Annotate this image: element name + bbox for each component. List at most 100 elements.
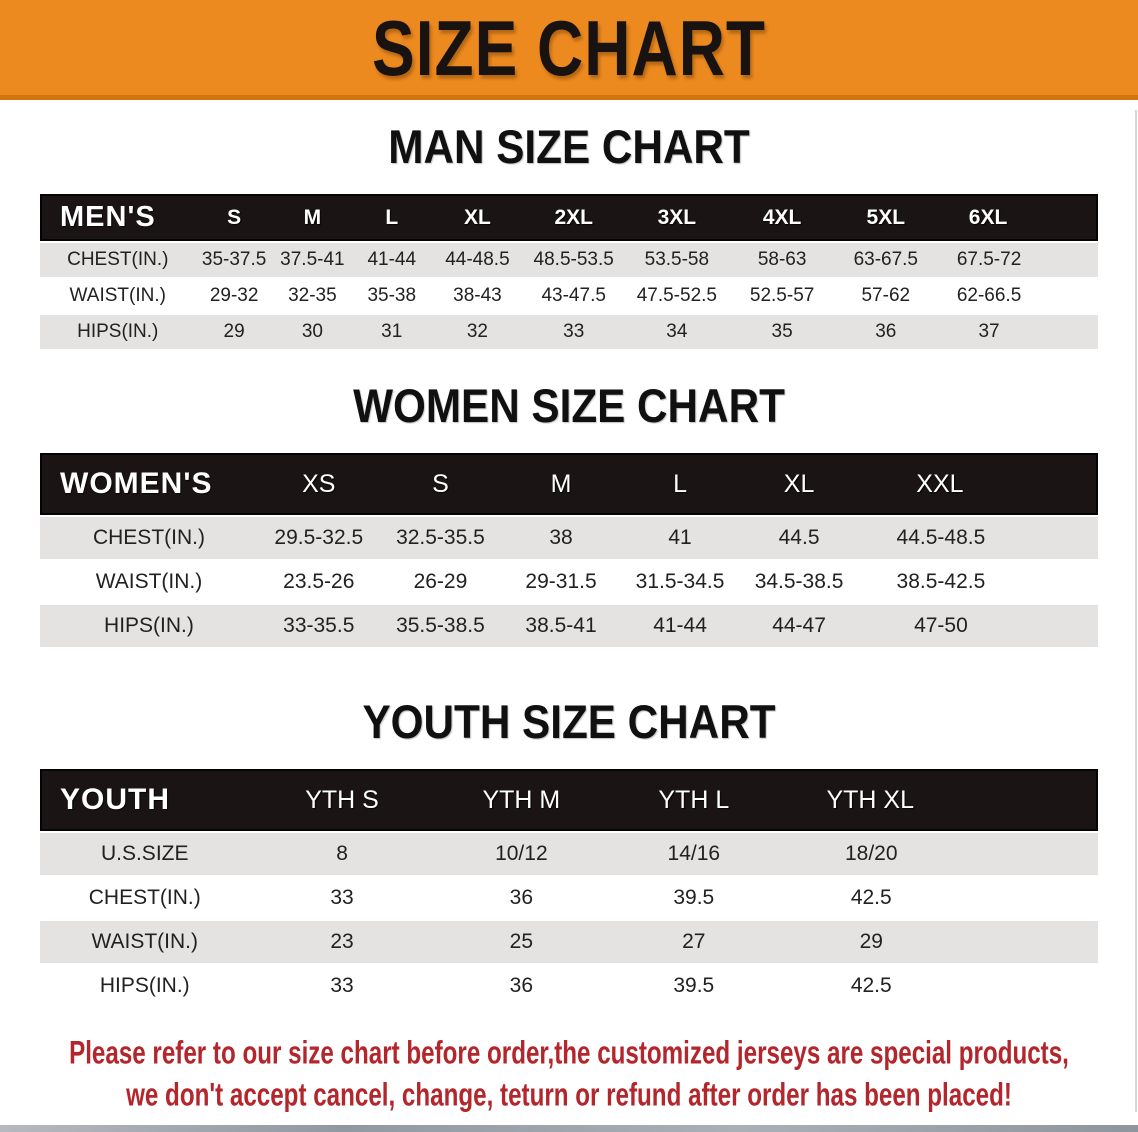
value-cell: 41-44: [352, 243, 432, 277]
table-row: HIPS(IN.) 33 36 39.5 42.5: [40, 965, 1098, 1007]
value-cell: 47.5-52.5: [623, 279, 730, 313]
size-column-header: L: [620, 453, 740, 515]
value-cell: 35.5-38.5: [379, 605, 502, 647]
value-cell: 41-44: [620, 605, 740, 647]
table-row: HIPS(IN.) 33-35.5 35.5-38.5 38.5-41 41-44 44-…: [40, 605, 1098, 647]
value-cell: 67.5-72: [937, 243, 1098, 277]
value-cell: 38.5-42.5: [858, 561, 1098, 603]
row-label-cell: WAIST(IN.): [40, 921, 250, 963]
value-cell: 36: [834, 315, 938, 349]
size-column-header: 3XL: [623, 194, 730, 241]
value-cell: 34.5-38.5: [739, 561, 859, 603]
value-cell: 8: [249, 833, 435, 875]
value-cell: 47-50: [858, 605, 1098, 647]
value-cell: 33-35.5: [257, 605, 380, 647]
page-right-edge-line: [1135, 110, 1137, 1112]
table-row: WAIST(IN.) 29-32 32-35 35-38 38-43 43-47.5 47.…: [40, 279, 1098, 313]
value-cell: 44-48.5: [431, 243, 524, 277]
womens-size-table-section: WOMEN'S XS S M L XL XXL CHEST(IN.) 29.5-32.5 32.5…: [40, 451, 1098, 649]
value-cell: 32-35: [272, 279, 353, 313]
man-size-chart-heading: MAN SIZE CHART: [388, 121, 750, 174]
value-cell: 33: [523, 315, 624, 349]
size-column-header: M: [501, 453, 621, 515]
value-cell: 34: [623, 315, 730, 349]
value-cell: 35: [729, 315, 835, 349]
value-cell: 48.5-53.5: [523, 243, 624, 277]
table-row: WAIST(IN.) 23.5-26 26-29 29-31.5 31.5-34.5 34…: [40, 561, 1098, 603]
size-column-header: YTH L: [608, 769, 780, 831]
value-cell: 53.5-58: [623, 243, 730, 277]
value-cell: 29: [779, 921, 1098, 963]
value-cell: 33: [249, 965, 435, 1007]
size-column-header: L: [352, 194, 432, 241]
value-cell: 38.5-41: [501, 605, 621, 647]
size-column-header: S: [195, 194, 273, 241]
value-cell: 30: [272, 315, 353, 349]
value-cell: 26-29: [379, 561, 502, 603]
value-cell: 36: [434, 877, 609, 919]
value-cell: 32.5-35.5: [379, 517, 502, 559]
size-chart-banner: SIZE CHART: [0, 0, 1138, 100]
size-column-header: 6XL: [937, 194, 1098, 241]
value-cell: 44.5: [739, 517, 859, 559]
size-column-header: YTH M: [434, 769, 609, 831]
table-row: WAIST(IN.) 23 25 27 29: [40, 921, 1098, 963]
table-header-row: WOMEN'S XS S M L XL XXL: [40, 453, 1098, 515]
table-row: U.S.SIZE 8 10/12 14/16 18/20: [40, 833, 1098, 875]
value-cell: 38: [501, 517, 621, 559]
size-column-header: XL: [739, 453, 859, 515]
value-cell: 39.5: [608, 965, 780, 1007]
table-title-cell: YOUTH: [40, 769, 250, 831]
size-column-header: XXL: [858, 453, 1098, 515]
value-cell: 23.5-26: [257, 561, 380, 603]
size-column-header: XS: [257, 453, 380, 515]
page-bottom-strip: [0, 1125, 1138, 1132]
size-column-header: 2XL: [523, 194, 624, 241]
table-row: CHEST(IN.) 29.5-32.5 32.5-35.5 38 41 44.5 44.5…: [40, 517, 1098, 559]
mens-size-table-section: MEN'S S M L XL 2XL 3XL 4XL 5XL 6XL CHEST(IN.) 35-37…: [40, 192, 1098, 351]
value-cell: 10/12: [434, 833, 609, 875]
value-cell: 31.5-34.5: [620, 561, 740, 603]
value-cell: 37: [937, 315, 1098, 349]
size-column-header: S: [379, 453, 502, 515]
value-cell: 52.5-57: [729, 279, 835, 313]
mens-size-table: MEN'S S M L XL 2XL 3XL 4XL 5XL 6XL CHEST(IN.) 35-37…: [40, 192, 1098, 351]
row-label-cell: CHEST(IN.): [40, 877, 250, 919]
disclaimer: Please refer to our size chart before or…: [0, 1031, 1138, 1115]
row-label-cell: U.S.SIZE: [40, 833, 250, 875]
size-column-header: YTH XL: [779, 769, 1098, 831]
size-column-header: M: [272, 194, 353, 241]
value-cell: 41: [620, 517, 740, 559]
value-cell: 32: [431, 315, 524, 349]
value-cell: 35-37.5: [195, 243, 273, 277]
row-label-cell: CHEST(IN.): [40, 517, 258, 559]
value-cell: 29-32: [195, 279, 273, 313]
size-column-header: 4XL: [729, 194, 835, 241]
table-row: HIPS(IN.) 29 30 31 32 33 34 35 36 37: [40, 315, 1098, 349]
youth-size-table-section: YOUTH YTH S YTH M YTH L YTH XL U.S.SIZE 8 10/12…: [40, 767, 1098, 1009]
row-label-cell: CHEST(IN.): [40, 243, 196, 277]
youth-size-table: YOUTH YTH S YTH M YTH L YTH XL U.S.SIZE 8 10/12…: [40, 767, 1098, 1009]
row-label-cell: WAIST(IN.): [40, 561, 258, 603]
value-cell: 25: [434, 921, 609, 963]
value-cell: 43-47.5: [523, 279, 624, 313]
value-cell: 63-67.5: [834, 243, 938, 277]
value-cell: 23: [249, 921, 435, 963]
row-label-cell: HIPS(IN.): [40, 965, 250, 1007]
value-cell: 29: [195, 315, 273, 349]
value-cell: 42.5: [779, 877, 1098, 919]
value-cell: 44.5-48.5: [858, 517, 1098, 559]
table-header-row: YOUTH YTH S YTH M YTH L YTH XL: [40, 769, 1098, 831]
value-cell: 37.5-41: [272, 243, 353, 277]
size-column-header: XL: [431, 194, 524, 241]
row-label-cell: HIPS(IN.): [40, 315, 196, 349]
value-cell: 58-63: [729, 243, 835, 277]
womens-size-table: WOMEN'S XS S M L XL XXL CHEST(IN.) 29.5-32.5 32.5…: [40, 451, 1098, 649]
value-cell: 35-38: [352, 279, 432, 313]
size-column-header: YTH S: [249, 769, 435, 831]
row-label-cell: HIPS(IN.): [40, 605, 258, 647]
value-cell: 62-66.5: [937, 279, 1098, 313]
value-cell: 29-31.5: [501, 561, 621, 603]
value-cell: 38-43: [431, 279, 524, 313]
row-label-cell: WAIST(IN.): [40, 279, 196, 313]
